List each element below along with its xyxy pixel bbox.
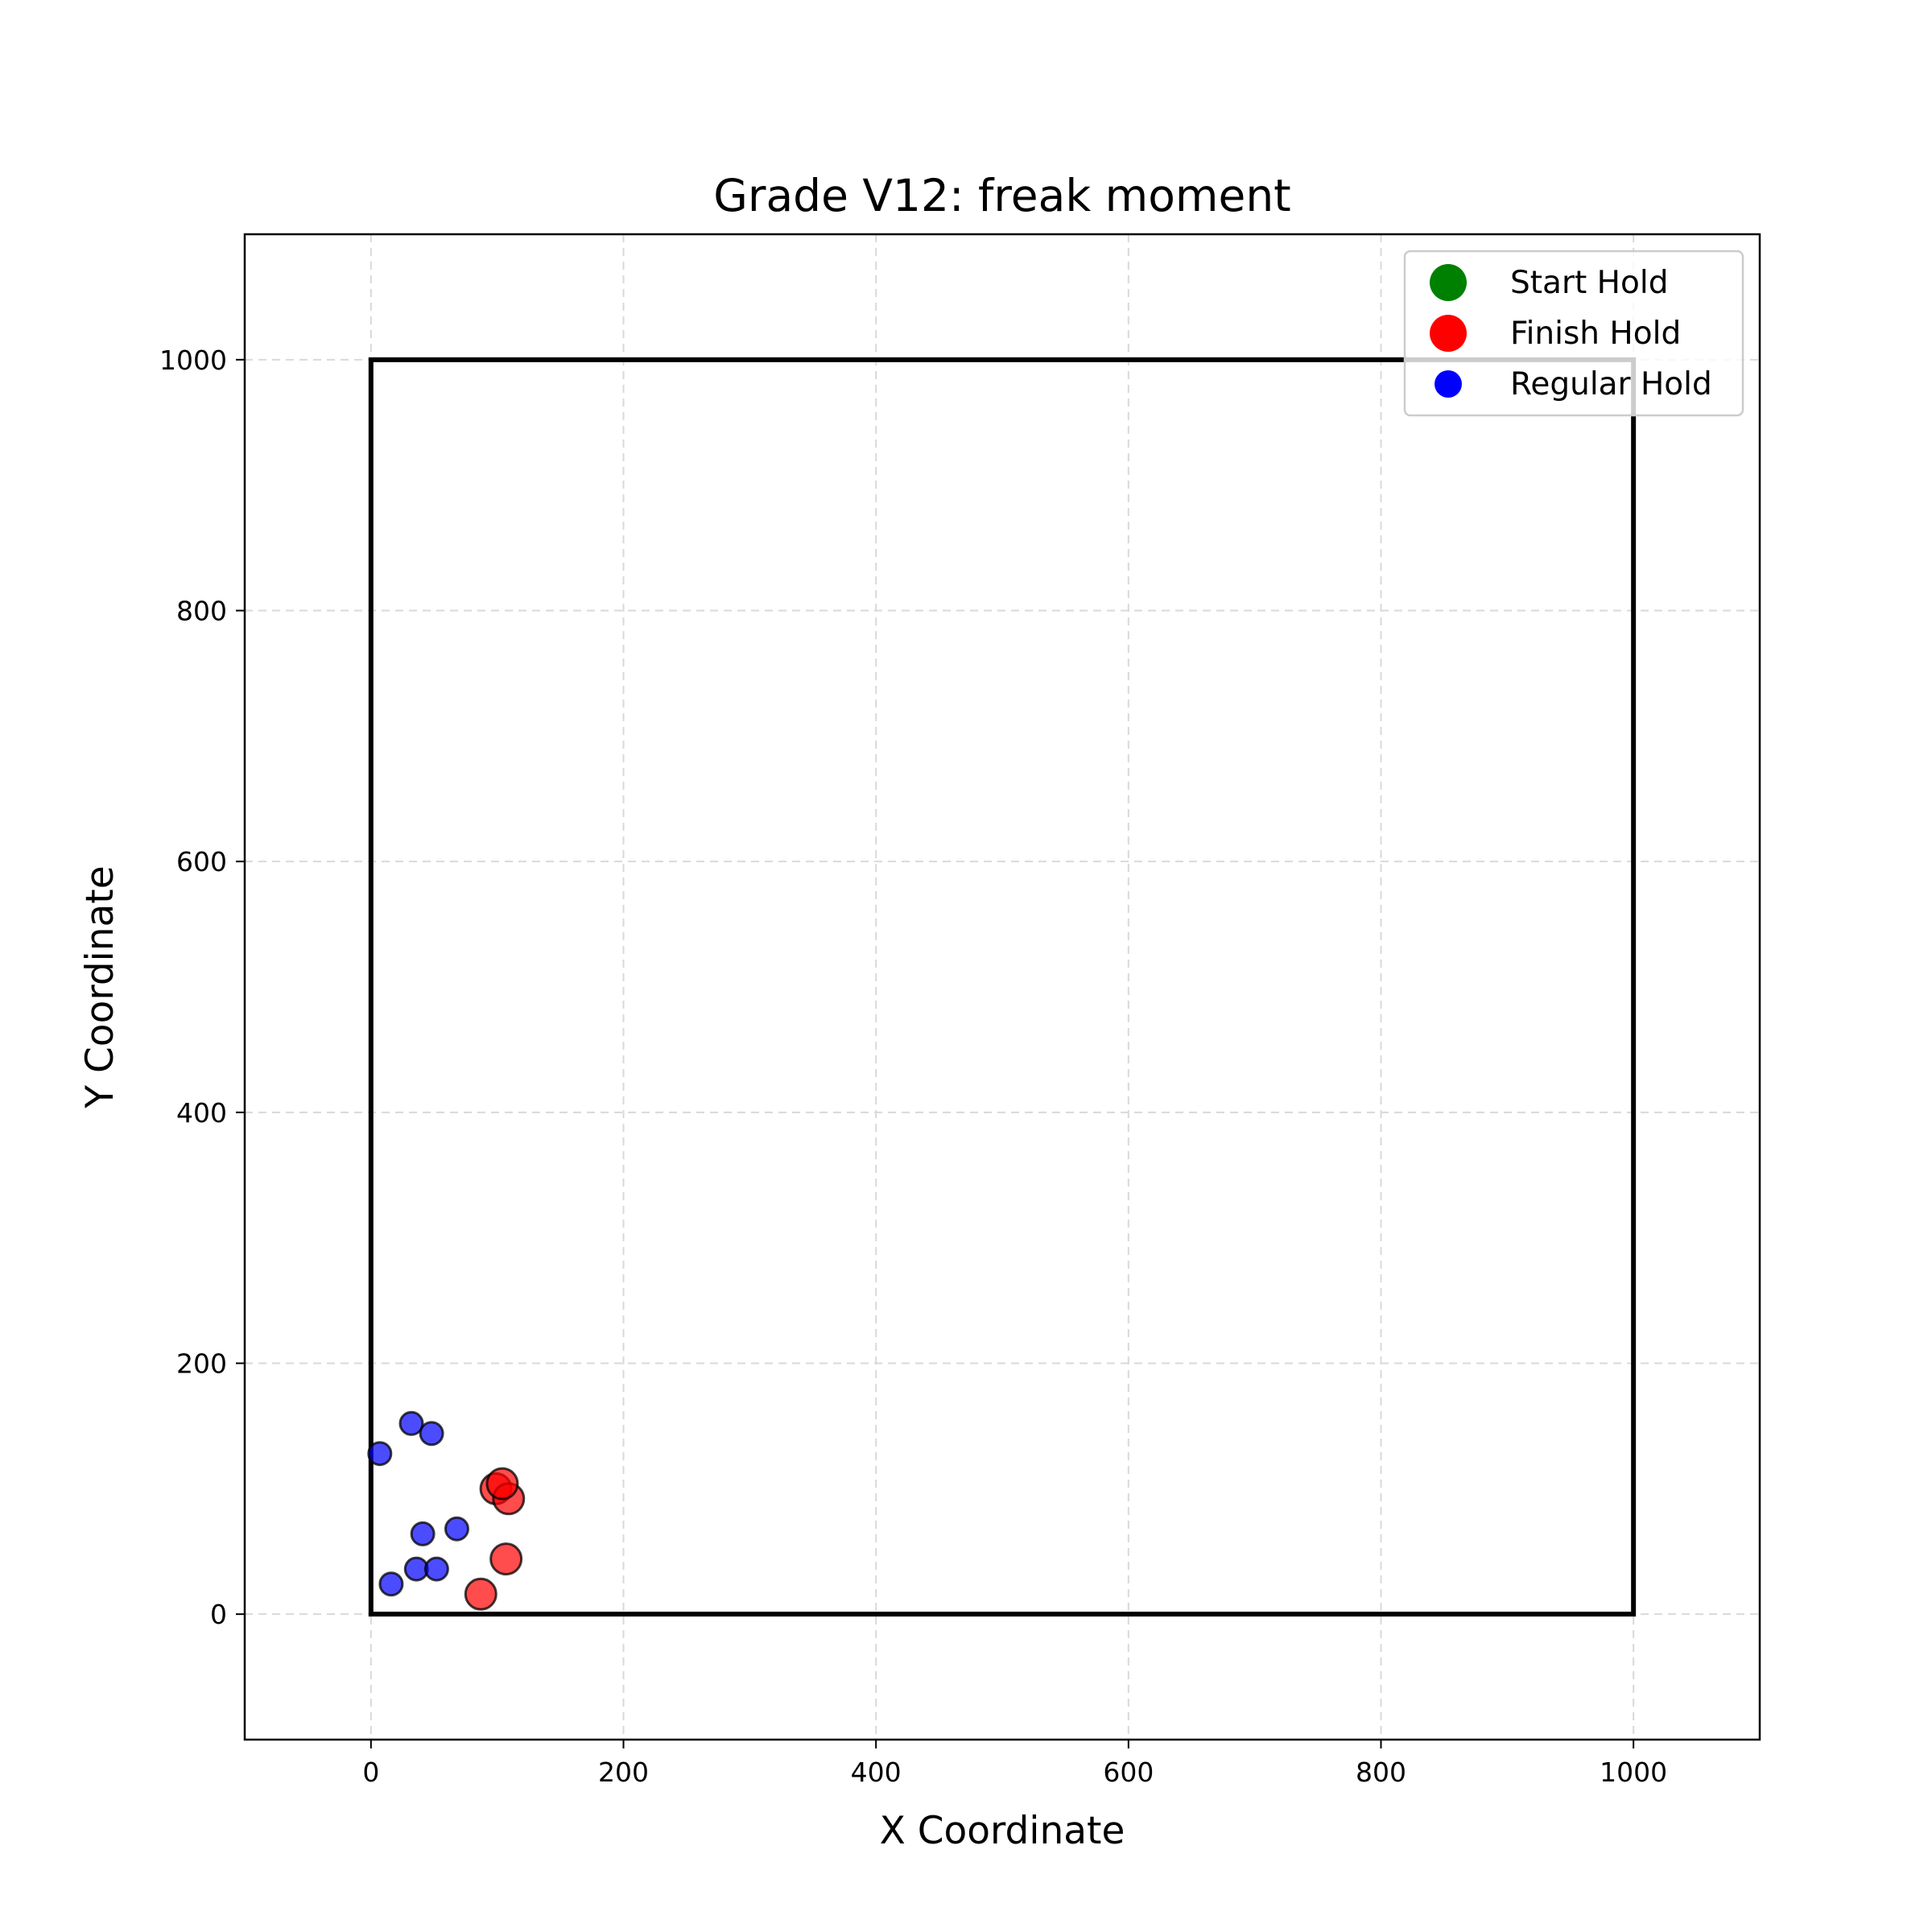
- legend-label-regular-hold: Regular Hold: [1510, 366, 1712, 402]
- regular-hold-point: [423, 1556, 449, 1582]
- plot-frame: [243, 233, 1761, 1741]
- regular-hold-point: [398, 1410, 424, 1436]
- finish-hold-point: [485, 1467, 519, 1501]
- regular-hold-point: [367, 1441, 393, 1467]
- x-tick-label: 200: [598, 1757, 649, 1788]
- y-tick-label: 400: [176, 1097, 227, 1129]
- finish-hold-point: [464, 1577, 497, 1611]
- legend-label-start-hold: Start Hold: [1510, 265, 1668, 301]
- regular-hold-point: [444, 1516, 469, 1542]
- legend-label-finish-hold: Finish Hold: [1510, 316, 1681, 352]
- legend-box: [1403, 250, 1744, 417]
- finish-hold-point: [489, 1542, 523, 1576]
- y-tick-label: 0: [210, 1599, 227, 1630]
- y-tick-label: 600: [176, 846, 227, 877]
- regular-hold-point: [419, 1421, 444, 1447]
- y-axis-label: Y Coordinate: [78, 865, 122, 1108]
- axis-ticks: 0 200 400 600 800 1000 0 200 400 600 800 1000: [159, 345, 1667, 1788]
- chart-title: Grade V12: freak moment: [713, 170, 1291, 221]
- hold-points: [367, 1410, 526, 1611]
- regular-hold-point: [378, 1571, 404, 1597]
- legend: Start Hold Finish Hold Regular Hold: [1403, 250, 1744, 417]
- y-tick-label: 1000: [159, 345, 227, 376]
- legend-marker-finish-hold: [1430, 315, 1467, 352]
- x-tick-label: 600: [1103, 1757, 1154, 1788]
- y-tick-label: 200: [176, 1348, 227, 1380]
- x-tick-label: 0: [362, 1757, 379, 1788]
- x-tick-label: 400: [851, 1757, 902, 1788]
- x-tick-label: 800: [1356, 1757, 1406, 1788]
- x-axis-label: X Coordinate: [880, 1809, 1125, 1853]
- y-tick-label: 800: [176, 596, 227, 627]
- legend-marker-regular-hold: [1435, 370, 1462, 398]
- regular-hold-point: [410, 1521, 436, 1546]
- legend-marker-start-hold: [1430, 264, 1467, 301]
- x-tick-label: 1000: [1600, 1757, 1667, 1788]
